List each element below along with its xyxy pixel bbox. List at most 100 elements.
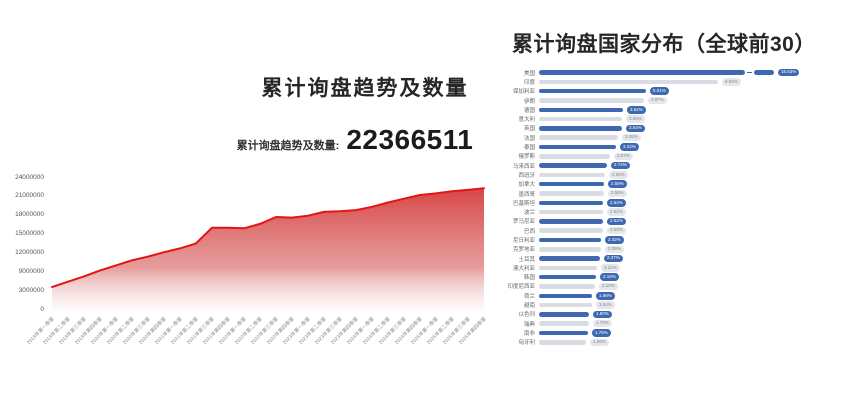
country-bar-row: 罗马尼亚 2.52% xyxy=(505,217,852,226)
country-bar-row: 保加利亚 5.01% xyxy=(505,87,852,96)
country-label: 尼日利亚 xyxy=(512,237,535,244)
country-bar[interactable] xyxy=(539,219,603,224)
country-label: 罗马尼亚 xyxy=(512,219,535,226)
country-bar[interactable] xyxy=(539,98,644,103)
country-bar-row: 荷兰 1.98% xyxy=(505,291,852,300)
y-axis-tick-label: 24000000 xyxy=(15,173,44,181)
country-value-pill: 3.54% xyxy=(626,124,645,133)
country-label: 法国 xyxy=(523,135,535,142)
country-bar[interactable] xyxy=(539,340,586,345)
country-bar-row: 加拿大 2.59% xyxy=(505,180,852,189)
country-bar-row: 泰国 3.22% xyxy=(505,142,852,151)
country-value-pill: 2.52% xyxy=(607,208,626,216)
country-bar[interactable] xyxy=(539,135,618,140)
country-value-pill: 1.94% xyxy=(596,301,615,309)
country-label: 荷兰 xyxy=(523,293,535,300)
country-bar[interactable] xyxy=(539,284,595,289)
y-axis-tick-label: 3000000 xyxy=(18,286,44,294)
trend-area-fill xyxy=(52,188,484,310)
country-label: 瑞典 xyxy=(523,321,535,328)
country-label: 美国 xyxy=(523,70,535,77)
country-value-pill: 2.50% xyxy=(607,226,626,235)
country-value-pill: 3.35% xyxy=(622,133,641,142)
country-label: 伊朗 xyxy=(523,98,535,105)
country-bar-row: 澳大利亚 2.22% xyxy=(505,263,852,272)
country-bar[interactable] xyxy=(539,163,607,168)
country-value-pill: 9.93% xyxy=(722,78,741,86)
country-bar[interactable] xyxy=(539,209,603,215)
country-bar[interactable] xyxy=(539,312,589,317)
country-value-pill: 2.10% xyxy=(599,282,618,291)
country-bar-row: 波兰 2.52% xyxy=(505,207,852,216)
country-bar[interactable] xyxy=(539,302,592,308)
country-bar[interactable] xyxy=(539,70,745,75)
country-bar-row: 印度尼西亚 2.10% xyxy=(505,282,852,291)
country-bar-tail[interactable] xyxy=(754,70,774,75)
country-bar[interactable] xyxy=(539,293,592,299)
trend-chart-title: 累计询盘趋势及数量 xyxy=(261,77,469,100)
country-bar-row: 美国 15.63% xyxy=(505,68,852,77)
country-value-pill: 2.74% xyxy=(611,161,630,170)
country-bar[interactable] xyxy=(539,191,604,196)
country-bar-row: 巴基斯坦 2.54% xyxy=(505,198,852,207)
country-bar-row: 英国 3.54% xyxy=(505,124,852,133)
country-value-pill: 2.59% xyxy=(608,180,627,188)
country-value-pill: 2.18% xyxy=(600,273,619,281)
y-axis-tick-label: 21000000 xyxy=(15,192,44,200)
country-bar-row: 马来西亚 2.74% xyxy=(505,161,852,170)
country-bar[interactable] xyxy=(539,116,622,122)
country-value-pill: 2.54% xyxy=(607,199,626,207)
y-axis-tick-label: 18000000 xyxy=(15,211,44,219)
trend-area-chart[interactable]: 24000000 21000000 18000000 15000000 12000000… xyxy=(0,174,500,384)
country-value-pill: 2.22% xyxy=(601,264,620,272)
country-bar[interactable] xyxy=(539,274,596,280)
country-label: 韩国 xyxy=(523,275,535,282)
country-bar[interactable] xyxy=(539,181,604,187)
country-bar-row: 越南 1.94% xyxy=(505,300,852,309)
country-bar[interactable] xyxy=(539,256,600,261)
country-bar-row: 克罗地亚 2.39% xyxy=(505,245,852,254)
country-label: 泰国 xyxy=(523,145,535,152)
country-bar[interactable] xyxy=(539,88,646,94)
country-bar[interactable] xyxy=(539,172,605,178)
country-value-pill: 2.65% xyxy=(609,171,628,179)
country-value-pill: 5.01% xyxy=(650,87,669,95)
country-bar[interactable] xyxy=(539,144,616,150)
country-bar[interactable] xyxy=(539,237,601,243)
country-bar[interactable] xyxy=(539,126,622,131)
country-bar[interactable] xyxy=(539,200,603,206)
country-label: 意大利 xyxy=(518,117,535,124)
trend-x-axis: 2019年第一季度 2019年第二季度 2019年第三季度 2019年第四季度 2020… xyxy=(26,314,488,374)
country-value-pill: 2.52% xyxy=(607,217,626,226)
country-label: 墨西哥 xyxy=(518,191,535,198)
country-bar-row: 法国 3.35% xyxy=(505,133,852,142)
country-bar[interactable] xyxy=(539,321,589,326)
country-label: 以色列 xyxy=(518,312,535,319)
country-bar[interactable] xyxy=(539,228,603,233)
trend-stat: 累计询盘趋势及数量: 22366511 xyxy=(225,124,485,156)
country-bar[interactable] xyxy=(539,330,588,336)
country-value-pill: 3.55% xyxy=(626,115,645,123)
country-bar[interactable] xyxy=(539,79,718,85)
y-axis-tick-label: 0 xyxy=(40,305,44,313)
country-bar[interactable] xyxy=(539,265,597,271)
country-bar-row: 伊朗 4.87% xyxy=(505,96,852,105)
country-bar-row: 尼日利亚 2.42% xyxy=(505,235,852,244)
country-bar[interactable] xyxy=(539,154,610,159)
country-label: 英国 xyxy=(523,126,535,133)
country-value-pill: 15.63% xyxy=(778,68,800,77)
country-label: 南非 xyxy=(523,330,535,337)
country-value-pill: 2.58% xyxy=(608,189,627,198)
country-label: 俄罗斯 xyxy=(518,154,535,161)
country-bar-row: 俄罗斯 2.87% xyxy=(505,152,852,161)
trend-y-axis: 24000000 21000000 18000000 15000000 12000000… xyxy=(0,174,48,316)
country-value-pill: 2.42% xyxy=(605,236,624,244)
country-bar[interactable] xyxy=(539,247,601,252)
country-value-pill: 1.98% xyxy=(596,292,615,300)
country-label: 保加利亚 xyxy=(512,89,535,96)
country-bar-row: 以色列 1.80% xyxy=(505,310,852,319)
trend-plot[interactable] xyxy=(50,174,487,316)
trend-panel: 累计询盘趋势及数量 累计询盘趋势及数量: 22366511 24000000 21… xyxy=(0,77,500,384)
country-bar[interactable] xyxy=(539,107,623,113)
